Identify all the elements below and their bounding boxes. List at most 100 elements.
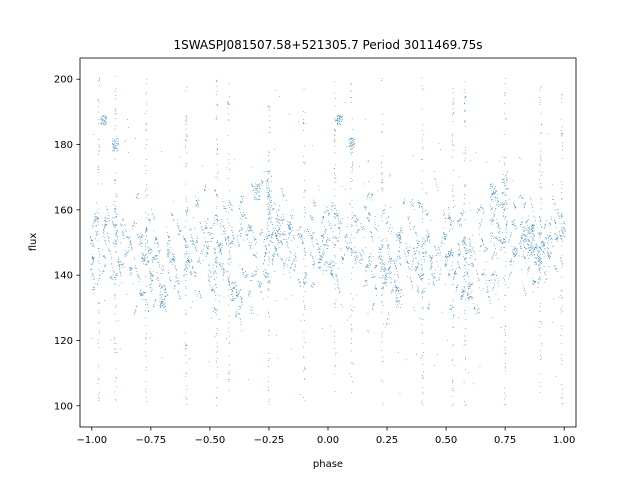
data-point xyxy=(395,285,397,287)
data-point xyxy=(191,244,193,245)
data-point xyxy=(281,258,282,260)
data-point xyxy=(368,220,369,221)
data-point xyxy=(185,239,187,241)
data-point xyxy=(463,345,465,346)
data-point xyxy=(520,197,522,198)
data-point xyxy=(465,328,466,329)
data-point xyxy=(406,259,407,261)
data-point xyxy=(422,210,424,212)
data-point xyxy=(227,100,229,102)
data-point xyxy=(278,228,279,230)
data-point xyxy=(448,251,449,253)
data-point xyxy=(280,240,281,242)
data-point xyxy=(303,370,304,372)
data-point xyxy=(196,241,198,242)
data-point xyxy=(348,139,350,141)
data-point xyxy=(533,249,535,251)
data-point xyxy=(422,87,424,89)
data-point xyxy=(99,275,100,277)
data-point xyxy=(321,259,323,261)
data-point xyxy=(278,233,280,234)
data-point xyxy=(255,183,257,185)
data-point xyxy=(492,194,494,195)
data-point xyxy=(365,280,366,281)
data-point xyxy=(412,260,414,262)
data-point xyxy=(466,248,468,250)
data-point xyxy=(413,225,415,227)
data-point xyxy=(254,189,256,191)
data-point xyxy=(306,272,307,274)
data-point xyxy=(355,261,357,263)
data-point xyxy=(319,262,321,263)
data-point xyxy=(464,286,465,288)
data-point xyxy=(145,264,147,265)
data-point xyxy=(265,272,267,274)
data-point xyxy=(494,188,495,190)
data-point xyxy=(176,281,177,282)
data-point xyxy=(300,226,302,227)
data-point xyxy=(145,249,146,251)
data-point xyxy=(98,398,100,399)
data-point xyxy=(253,238,255,240)
data-point xyxy=(322,217,324,218)
data-point xyxy=(524,230,525,231)
data-point xyxy=(258,282,260,284)
data-point xyxy=(452,141,453,143)
data-point xyxy=(290,228,291,230)
data-point xyxy=(140,240,142,242)
data-point xyxy=(351,211,353,213)
data-point xyxy=(268,281,270,283)
data-point xyxy=(398,232,400,234)
data-point xyxy=(280,225,281,226)
data-point xyxy=(343,253,345,255)
data-point xyxy=(125,229,127,231)
data-point xyxy=(421,268,423,270)
data-point xyxy=(448,218,450,219)
data-point xyxy=(458,255,460,257)
data-point xyxy=(259,285,261,287)
data-point xyxy=(556,239,557,241)
data-point xyxy=(478,277,480,279)
data-point xyxy=(140,293,142,295)
data-point xyxy=(527,243,528,245)
data-point xyxy=(130,243,132,245)
data-point xyxy=(482,273,484,275)
data-point xyxy=(267,189,269,191)
data-point xyxy=(188,259,189,261)
data-point xyxy=(451,249,452,251)
data-point xyxy=(220,266,222,268)
data-point xyxy=(463,238,465,240)
data-point xyxy=(502,239,504,241)
data-point xyxy=(543,256,545,258)
data-point xyxy=(398,277,399,278)
data-point xyxy=(304,247,306,249)
data-point xyxy=(304,368,306,370)
data-point xyxy=(421,206,422,207)
data-point xyxy=(323,216,324,217)
data-point xyxy=(391,278,393,280)
data-point xyxy=(161,302,163,303)
data-point xyxy=(513,223,515,225)
data-point xyxy=(216,397,218,399)
data-point xyxy=(127,237,129,239)
data-point xyxy=(219,225,221,227)
data-point xyxy=(122,230,123,232)
data-point xyxy=(387,222,388,224)
data-point xyxy=(228,240,229,242)
data-point xyxy=(269,404,271,406)
data-point xyxy=(533,282,535,284)
data-point xyxy=(346,236,348,238)
data-point xyxy=(105,122,107,124)
data-point xyxy=(539,263,540,265)
data-point xyxy=(452,388,453,389)
data-point xyxy=(350,204,352,206)
data-point xyxy=(515,207,517,209)
data-point xyxy=(218,262,220,263)
data-point xyxy=(228,331,230,333)
data-point xyxy=(393,260,395,262)
data-point xyxy=(257,188,259,189)
data-point xyxy=(266,209,268,210)
data-point xyxy=(452,112,454,113)
data-point xyxy=(477,273,478,275)
data-point xyxy=(97,80,99,82)
